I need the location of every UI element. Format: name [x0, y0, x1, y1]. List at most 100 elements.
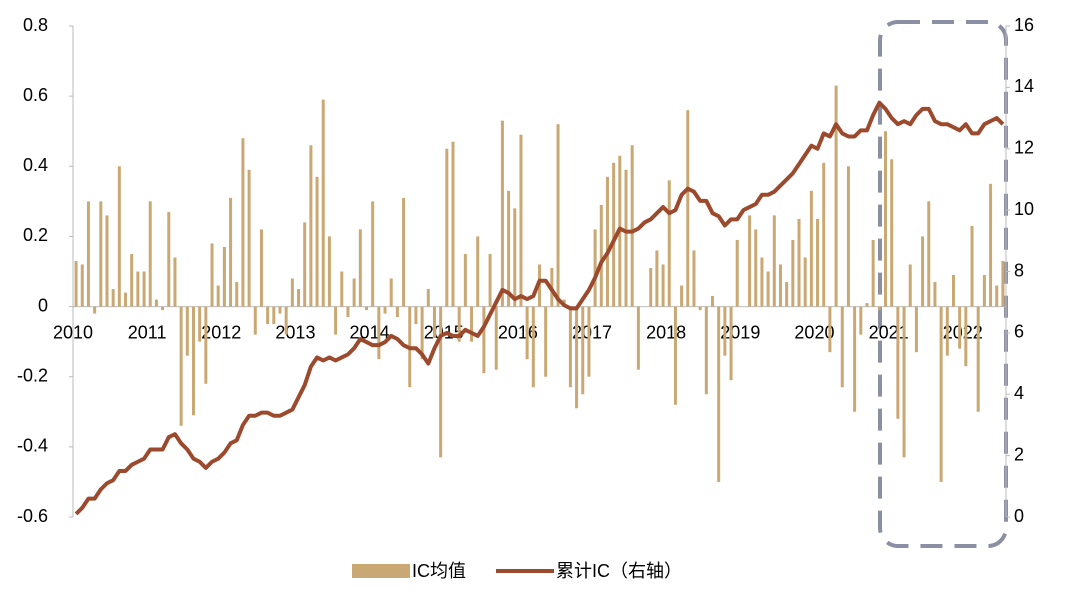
bar — [507, 190, 511, 307]
bar — [939, 306, 943, 482]
bar — [951, 275, 955, 307]
bar — [266, 306, 270, 325]
bar — [612, 162, 616, 307]
bar — [395, 306, 399, 318]
bar — [383, 306, 387, 314]
y-tick-label: 0.8 — [23, 15, 48, 35]
bar — [457, 306, 461, 342]
bar — [865, 303, 869, 307]
y-tick-label: 0.4 — [23, 155, 48, 175]
bar — [877, 306, 881, 311]
x-tick-label: 2011 — [128, 322, 167, 342]
bar — [976, 306, 980, 412]
bar — [816, 218, 820, 307]
bar — [377, 306, 381, 360]
bar — [136, 271, 140, 307]
bar — [630, 145, 634, 307]
bar — [568, 306, 572, 388]
bar — [859, 306, 863, 335]
bar — [154, 299, 158, 307]
y-tick-label: -0.2 — [17, 365, 48, 385]
bar — [686, 110, 690, 307]
bar — [581, 306, 585, 395]
y2-tick-label: 10 — [1014, 199, 1034, 219]
bar — [822, 162, 826, 307]
bar — [99, 201, 103, 307]
bar — [575, 306, 579, 409]
bar — [179, 306, 183, 426]
bar — [284, 306, 288, 335]
bar — [476, 236, 480, 307]
y-tick-label: 0.6 — [23, 85, 48, 105]
y-tick-label: -0.6 — [17, 506, 48, 526]
bar — [259, 229, 263, 307]
bar — [902, 306, 906, 458]
x-tick-label: 2018 — [646, 322, 686, 342]
bar — [605, 176, 609, 307]
bar — [93, 306, 97, 314]
bar — [803, 257, 807, 307]
bar — [791, 239, 795, 307]
bar — [797, 218, 801, 307]
bar — [278, 306, 282, 314]
bar — [204, 306, 208, 384]
bar — [161, 306, 165, 311]
bar — [130, 253, 134, 307]
x-tick-label: 2012 — [201, 322, 241, 342]
bar — [513, 208, 517, 307]
bar — [692, 250, 696, 307]
x-tick-label: 2022 — [943, 322, 983, 342]
bar — [315, 176, 319, 307]
bar — [148, 201, 152, 307]
y-tick-label: 0.2 — [23, 225, 48, 245]
bar — [463, 253, 467, 307]
bar — [544, 306, 548, 377]
bar — [451, 141, 455, 307]
bar — [470, 306, 474, 342]
bar — [673, 306, 677, 405]
bar — [482, 306, 486, 374]
bar — [432, 306, 436, 339]
bar — [624, 169, 628, 307]
bar — [729, 306, 733, 381]
bar — [253, 306, 257, 335]
bar — [500, 120, 504, 307]
bar — [698, 306, 702, 311]
bar — [853, 306, 857, 412]
bar — [778, 264, 782, 307]
bar — [809, 190, 813, 307]
bar — [229, 197, 233, 307]
bar — [340, 271, 344, 307]
bar — [840, 306, 844, 388]
bar — [964, 306, 968, 367]
bar — [371, 201, 375, 307]
bar — [785, 282, 789, 307]
bar — [717, 306, 721, 482]
bar — [86, 201, 90, 307]
bar — [933, 282, 937, 307]
x-tick-label: 2013 — [275, 322, 315, 342]
bar — [80, 264, 84, 307]
bar — [124, 292, 128, 307]
bar — [649, 267, 653, 307]
bar — [272, 306, 276, 325]
bar — [222, 246, 226, 307]
legend-label: 累计IC（右轴） — [556, 561, 682, 581]
bar — [185, 306, 189, 356]
bar — [327, 236, 331, 307]
bar — [593, 229, 597, 307]
legend-label: IC均值 — [412, 561, 466, 581]
bar — [834, 85, 838, 307]
x-tick-label: 2014 — [350, 322, 390, 342]
bar — [599, 204, 603, 307]
y2-tick-label: 6 — [1014, 322, 1024, 342]
bar — [191, 306, 195, 416]
bar — [346, 306, 350, 318]
bar — [945, 306, 949, 356]
bar — [914, 306, 918, 353]
bar — [290, 278, 294, 307]
y2-tick-label: 8 — [1014, 260, 1024, 280]
highlight-box — [878, 20, 1008, 548]
bar — [111, 289, 115, 307]
